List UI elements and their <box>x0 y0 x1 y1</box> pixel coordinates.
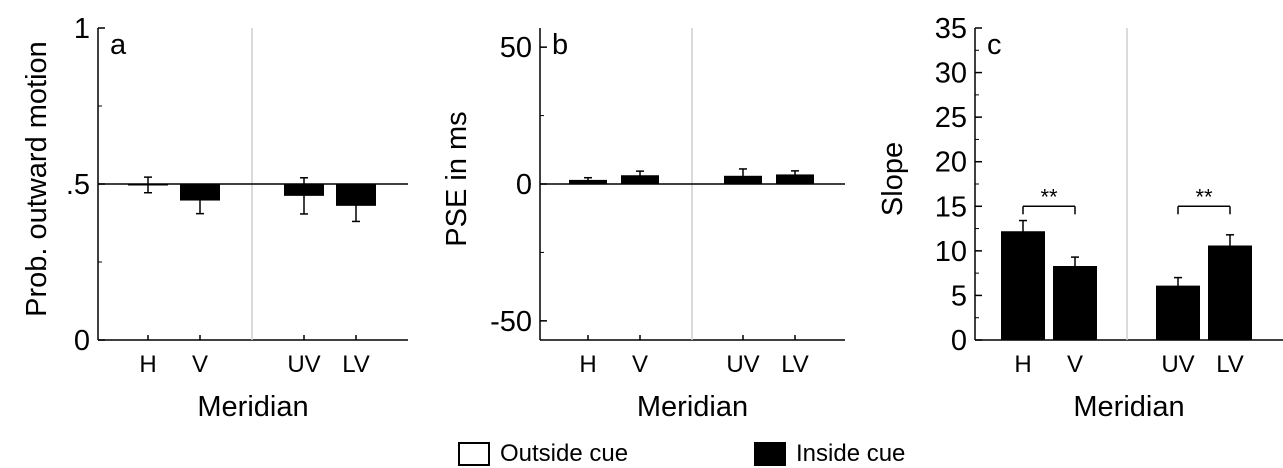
panel-c-bar-LV <box>1208 245 1252 340</box>
panel-a-y-tick-label: .5 <box>66 169 90 201</box>
panel-c-x-axis-label: Meridian <box>1073 391 1184 423</box>
panel-a-y-tick-label: 1 <box>74 13 90 45</box>
legend: Outside cue Inside cue <box>458 440 1018 468</box>
panel-c-y-tick-label: 15 <box>935 191 967 223</box>
panel-a-x-axis-label: Meridian <box>197 391 308 423</box>
panel-c-x-tick-label-UV: UV <box>1161 351 1194 378</box>
panel-a-label: a <box>110 29 127 61</box>
panel-c-y-tick-label: 5 <box>951 280 967 312</box>
legend-item-outside-cue: Outside cue <box>458 440 628 468</box>
panel-c-y-tick-label: 25 <box>935 102 967 134</box>
panel-b-y-tick-label: 0 <box>516 169 532 201</box>
panel-c-significance-label: ** <box>1195 184 1213 209</box>
panel-b-label: b <box>552 29 568 61</box>
panel-b-x-axis-label: Meridian <box>637 391 748 423</box>
panel-c-x-tick-label-V: V <box>1067 351 1083 378</box>
panel-b-y-axis-label: PSE in ms <box>441 111 473 246</box>
figure: 0 .5 1 H V UV LV a Meridian Prob. outward motion -… <box>21 13 1283 423</box>
panel-c-significance-label: ** <box>1040 184 1058 209</box>
legend-swatch-inside-cue <box>754 442 786 466</box>
panel-a-x-tick-label-H: H <box>139 351 156 378</box>
panel-c-bar-V <box>1053 266 1097 340</box>
panel-b-y-tick-label: 50 <box>500 32 532 64</box>
legend-item-inside-cue: Inside cue <box>754 440 905 468</box>
panel-a-y-tick-label: 0 <box>74 325 90 357</box>
legend-swatch-outside-cue <box>458 442 490 466</box>
panel-b-x-tick-label-UV: UV <box>726 351 759 378</box>
panel-b-x-tick-label-H: H <box>579 351 596 378</box>
legend-label-outside-cue: Outside cue <box>500 440 629 467</box>
panel-a-x-tick-label-V: V <box>192 351 208 378</box>
panel-a-x-tick-label-UV: UV <box>287 351 320 378</box>
panel-c-y-tick-label: 35 <box>935 13 967 45</box>
panel-c-label: c <box>987 29 1002 61</box>
panel-b-x-tick-label-V: V <box>632 351 648 378</box>
legend-label-inside-cue: Inside cue <box>796 440 906 467</box>
panel-c-bar-UV <box>1156 285 1200 340</box>
panel-c-y-tick-label: 0 <box>951 325 967 357</box>
panel-c-y-tick-label: 10 <box>935 236 967 268</box>
panel-b-x-tick-label-LV: LV <box>781 351 809 378</box>
panel-a-y-axis-label: Prob. outward motion <box>21 41 53 317</box>
panel-b-y-tick-label: -50 <box>490 306 532 338</box>
panel-c-bar-H <box>1001 231 1045 340</box>
panel-b-bar-LV <box>776 174 814 184</box>
panel-c-x-tick-label-LV: LV <box>1216 351 1244 378</box>
panel-c-y-tick-label: 20 <box>935 147 967 179</box>
panel-a-x-tick-label-LV: LV <box>342 351 370 378</box>
panel-c-y-axis-label: Slope <box>877 142 909 216</box>
panel-c-y-tick-label: 30 <box>935 58 967 90</box>
panel-c-x-tick-label-H: H <box>1014 351 1031 378</box>
